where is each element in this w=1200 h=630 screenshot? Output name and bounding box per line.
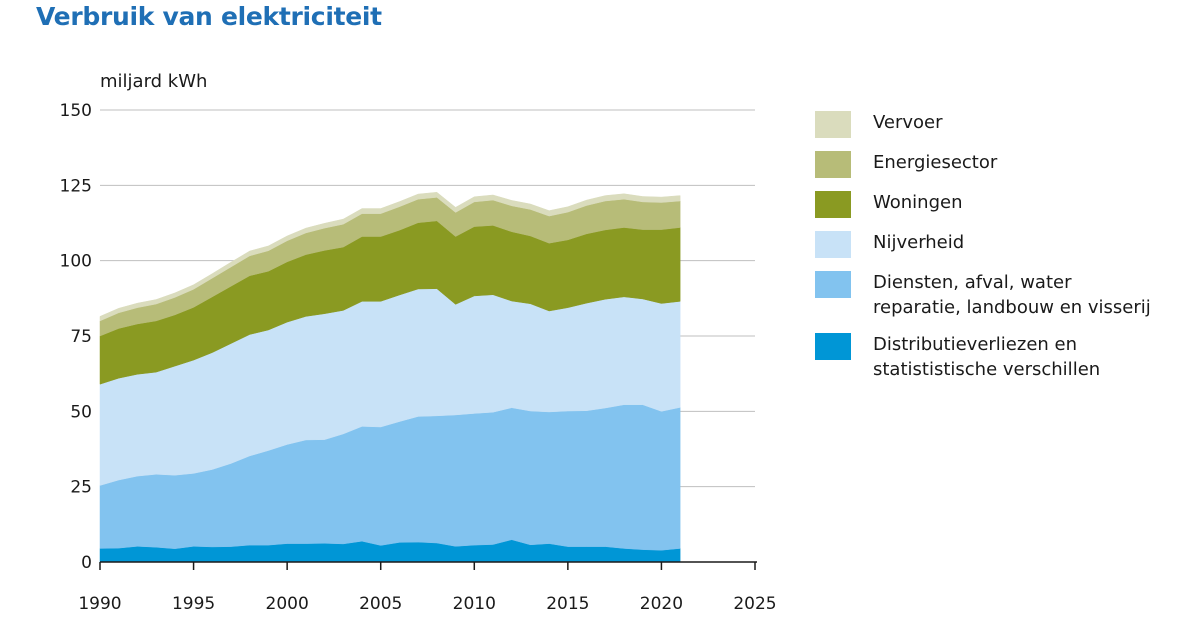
- x-tick-label: 2020: [640, 594, 683, 614]
- stacked-area-chart: miljard kWh 0 25 50 75 100 125 150 1990 1995 200…: [60, 71, 777, 614]
- legend-item-diensten: Diensten, afval, water reparatie, landbo…: [815, 270, 1195, 320]
- legend-item-woningen: Woningen: [815, 190, 1195, 218]
- x-tick-label: 1995: [172, 594, 215, 614]
- y-tick-label: 100: [60, 252, 92, 272]
- area-series: [99, 192, 681, 563]
- legend-item-energiesector: Energiesector: [815, 150, 1195, 178]
- y-tick-label: 75: [70, 327, 92, 347]
- legend-swatch: [815, 111, 851, 138]
- legend-label: Distributieverliezen en statististische …: [873, 334, 1101, 380]
- y-axis-title: miljard kWh: [100, 71, 207, 92]
- legend-swatch: [815, 191, 851, 218]
- y-tick-label: 125: [60, 176, 92, 196]
- y-tick-labels: 0 25 50 75 100 125 150: [60, 101, 92, 573]
- y-tick-label: 0: [81, 553, 92, 573]
- legend-label: Diensten, afval, water reparatie, landbo…: [873, 272, 1151, 318]
- legend-swatch: [815, 231, 851, 258]
- legend-item-vervoer: Vervoer: [815, 110, 1195, 138]
- x-tick-label: 2000: [266, 594, 309, 614]
- legend-item-nijverheid: Nijverheid: [815, 230, 1195, 258]
- x-tick-labels: 1990 1995 2000 2005 2010 2015 2020 2025: [78, 594, 776, 614]
- x-tick-label: 1990: [78, 594, 121, 614]
- y-tick-label: 150: [60, 101, 92, 121]
- legend-label: Nijverheid: [873, 232, 965, 253]
- y-tick-label: 50: [70, 402, 92, 422]
- x-tick-label: 2015: [546, 594, 589, 614]
- legend: Vervoer Energiesector Woningen Nijverhei…: [815, 110, 1195, 394]
- area-vervoer: [99, 192, 681, 322]
- legend-swatch: [815, 333, 851, 360]
- axes: [99, 561, 757, 570]
- legend-label: Woningen: [873, 192, 963, 213]
- legend-item-distributieverliezen: Distributieverliezen en statististische …: [815, 332, 1195, 382]
- legend-label: Energiesector: [873, 152, 998, 173]
- chart-title: Verbruik van elektriciteit: [36, 2, 382, 31]
- x-tick-label: 2005: [359, 594, 402, 614]
- y-tick-label: 25: [70, 478, 92, 498]
- legend-swatch: [815, 271, 851, 298]
- legend-label: Vervoer: [873, 112, 943, 133]
- x-tick-label: 2010: [453, 594, 496, 614]
- legend-swatch: [815, 151, 851, 178]
- x-tick-label: 2025: [733, 594, 776, 614]
